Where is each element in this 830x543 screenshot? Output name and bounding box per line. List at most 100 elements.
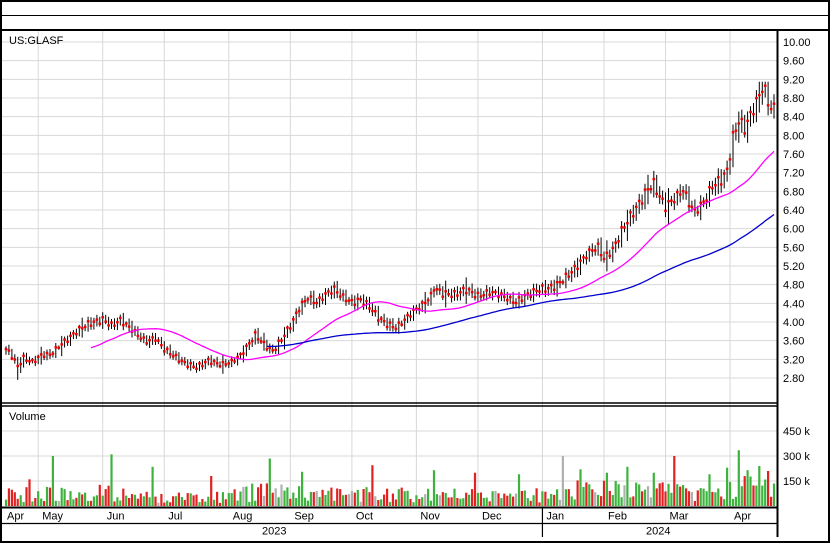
title-bar: Historic Chart for US:GLASF by Stockwatc… [2, 2, 828, 16]
volume-bar [180, 497, 183, 506]
volume-bar [31, 501, 34, 506]
ohlc-close-tick [215, 362, 219, 365]
volume-bar [503, 493, 506, 506]
volume-bar [63, 489, 66, 506]
ohlc-close-tick [148, 339, 151, 342]
ohlc-close-tick [60, 343, 63, 346]
volume-bar [339, 489, 342, 506]
ohlc-close-tick [359, 298, 362, 301]
ohlc-close-tick [681, 190, 685, 193]
volume-bar [89, 500, 93, 506]
volume-bar [532, 495, 535, 506]
price-axis-label: 2.80 [783, 373, 804, 385]
year-label: 2024 [646, 526, 670, 538]
volume-bar [661, 482, 664, 506]
ohlc-close-tick [180, 359, 184, 362]
month-label: Jul [168, 511, 182, 523]
ohlc-close-tick [755, 96, 758, 100]
ohlc-close-tick [453, 290, 456, 293]
price-axis-label: 5.60 [783, 242, 804, 254]
volume-bar [520, 491, 523, 506]
ohlc-close-tick [89, 324, 93, 327]
volume-bar [186, 493, 189, 506]
ohlc-close-tick [248, 342, 251, 345]
volume-bar [409, 499, 412, 506]
volume-bar [362, 489, 365, 506]
ohlc-close-tick [385, 325, 389, 329]
ohlc-close-tick [506, 298, 509, 302]
volume-bar [488, 501, 491, 506]
volume-bar [450, 497, 453, 506]
volume-bar [424, 494, 427, 506]
price-axis-label: 8.00 [783, 130, 804, 142]
ohlc-close-tick [227, 362, 231, 365]
ohlc-close-tick [769, 107, 773, 111]
ohlc-close-tick [145, 342, 148, 345]
ohlc-close-tick [719, 183, 723, 186]
volume-bar [690, 492, 693, 506]
ohlc-close-tick [157, 339, 160, 342]
volume-bar [391, 493, 394, 506]
volume-bar [550, 493, 553, 506]
ohlc-close-tick [623, 226, 626, 229]
ohlc-close-tick [541, 284, 544, 287]
volume-bar [643, 489, 647, 506]
volume-bar [303, 497, 307, 506]
ohlc-close-tick [740, 117, 744, 121]
volume-bar [553, 494, 556, 506]
ohlc-close-tick [119, 316, 122, 320]
price-axis-label: 4.40 [783, 298, 804, 310]
ohlc-close-tick [705, 199, 708, 202]
ohlc-close-tick [92, 320, 96, 323]
volume-bar [122, 488, 125, 506]
ohlc-close-tick [526, 292, 530, 295]
volume-bar [166, 500, 169, 506]
ohlc-close-tick [189, 362, 192, 365]
ohlc-close-tick [585, 256, 588, 260]
volume-bar [327, 490, 330, 506]
volume-bar [84, 492, 87, 506]
volume-bar [682, 485, 685, 506]
volume-bar [213, 499, 216, 506]
volume-bar [163, 502, 166, 506]
volume-bar [544, 491, 547, 506]
ohlc-close-tick [86, 320, 90, 323]
month-label: Sep [294, 511, 314, 523]
volume-bar [359, 501, 362, 506]
ohlc-close-tick [579, 259, 582, 262]
ohlc-close-tick [743, 132, 746, 135]
ohlc-close-tick [520, 299, 524, 302]
volume-bar [87, 500, 90, 506]
ohlc-close-tick [409, 315, 412, 318]
volume-bar [473, 472, 477, 506]
volume-bar [216, 491, 219, 506]
volume-bar [289, 498, 292, 506]
volume-bar [72, 499, 75, 506]
ohlc-close-tick [508, 296, 512, 299]
volume-bar [400, 487, 403, 506]
volume-bar [728, 481, 732, 506]
ohlc-close-tick [306, 298, 310, 301]
ohlc-close-tick [423, 301, 427, 305]
volume-bar [257, 487, 260, 506]
ohlc-close-tick [667, 200, 670, 203]
volume-bar [758, 466, 761, 506]
ohlc-close-tick [253, 331, 257, 334]
volume-bar [309, 491, 312, 506]
ohlc-close-tick [142, 336, 146, 339]
volume-bar [538, 502, 541, 506]
volume-bar [265, 483, 268, 506]
volume-bar [374, 496, 377, 506]
ohlc-close-tick [78, 325, 81, 329]
ohlc-close-tick [321, 298, 324, 301]
ohlc-close-tick [163, 350, 166, 353]
volume-bar [7, 488, 10, 506]
ohlc-close-tick [702, 200, 705, 203]
volume-bar [242, 486, 245, 506]
ohlc-close-tick [256, 338, 260, 341]
volume-bar [268, 458, 271, 506]
volume-bar [78, 492, 81, 506]
ohlc-close-tick [265, 348, 269, 351]
volume-bar [262, 495, 266, 506]
volume-bar [746, 470, 749, 506]
